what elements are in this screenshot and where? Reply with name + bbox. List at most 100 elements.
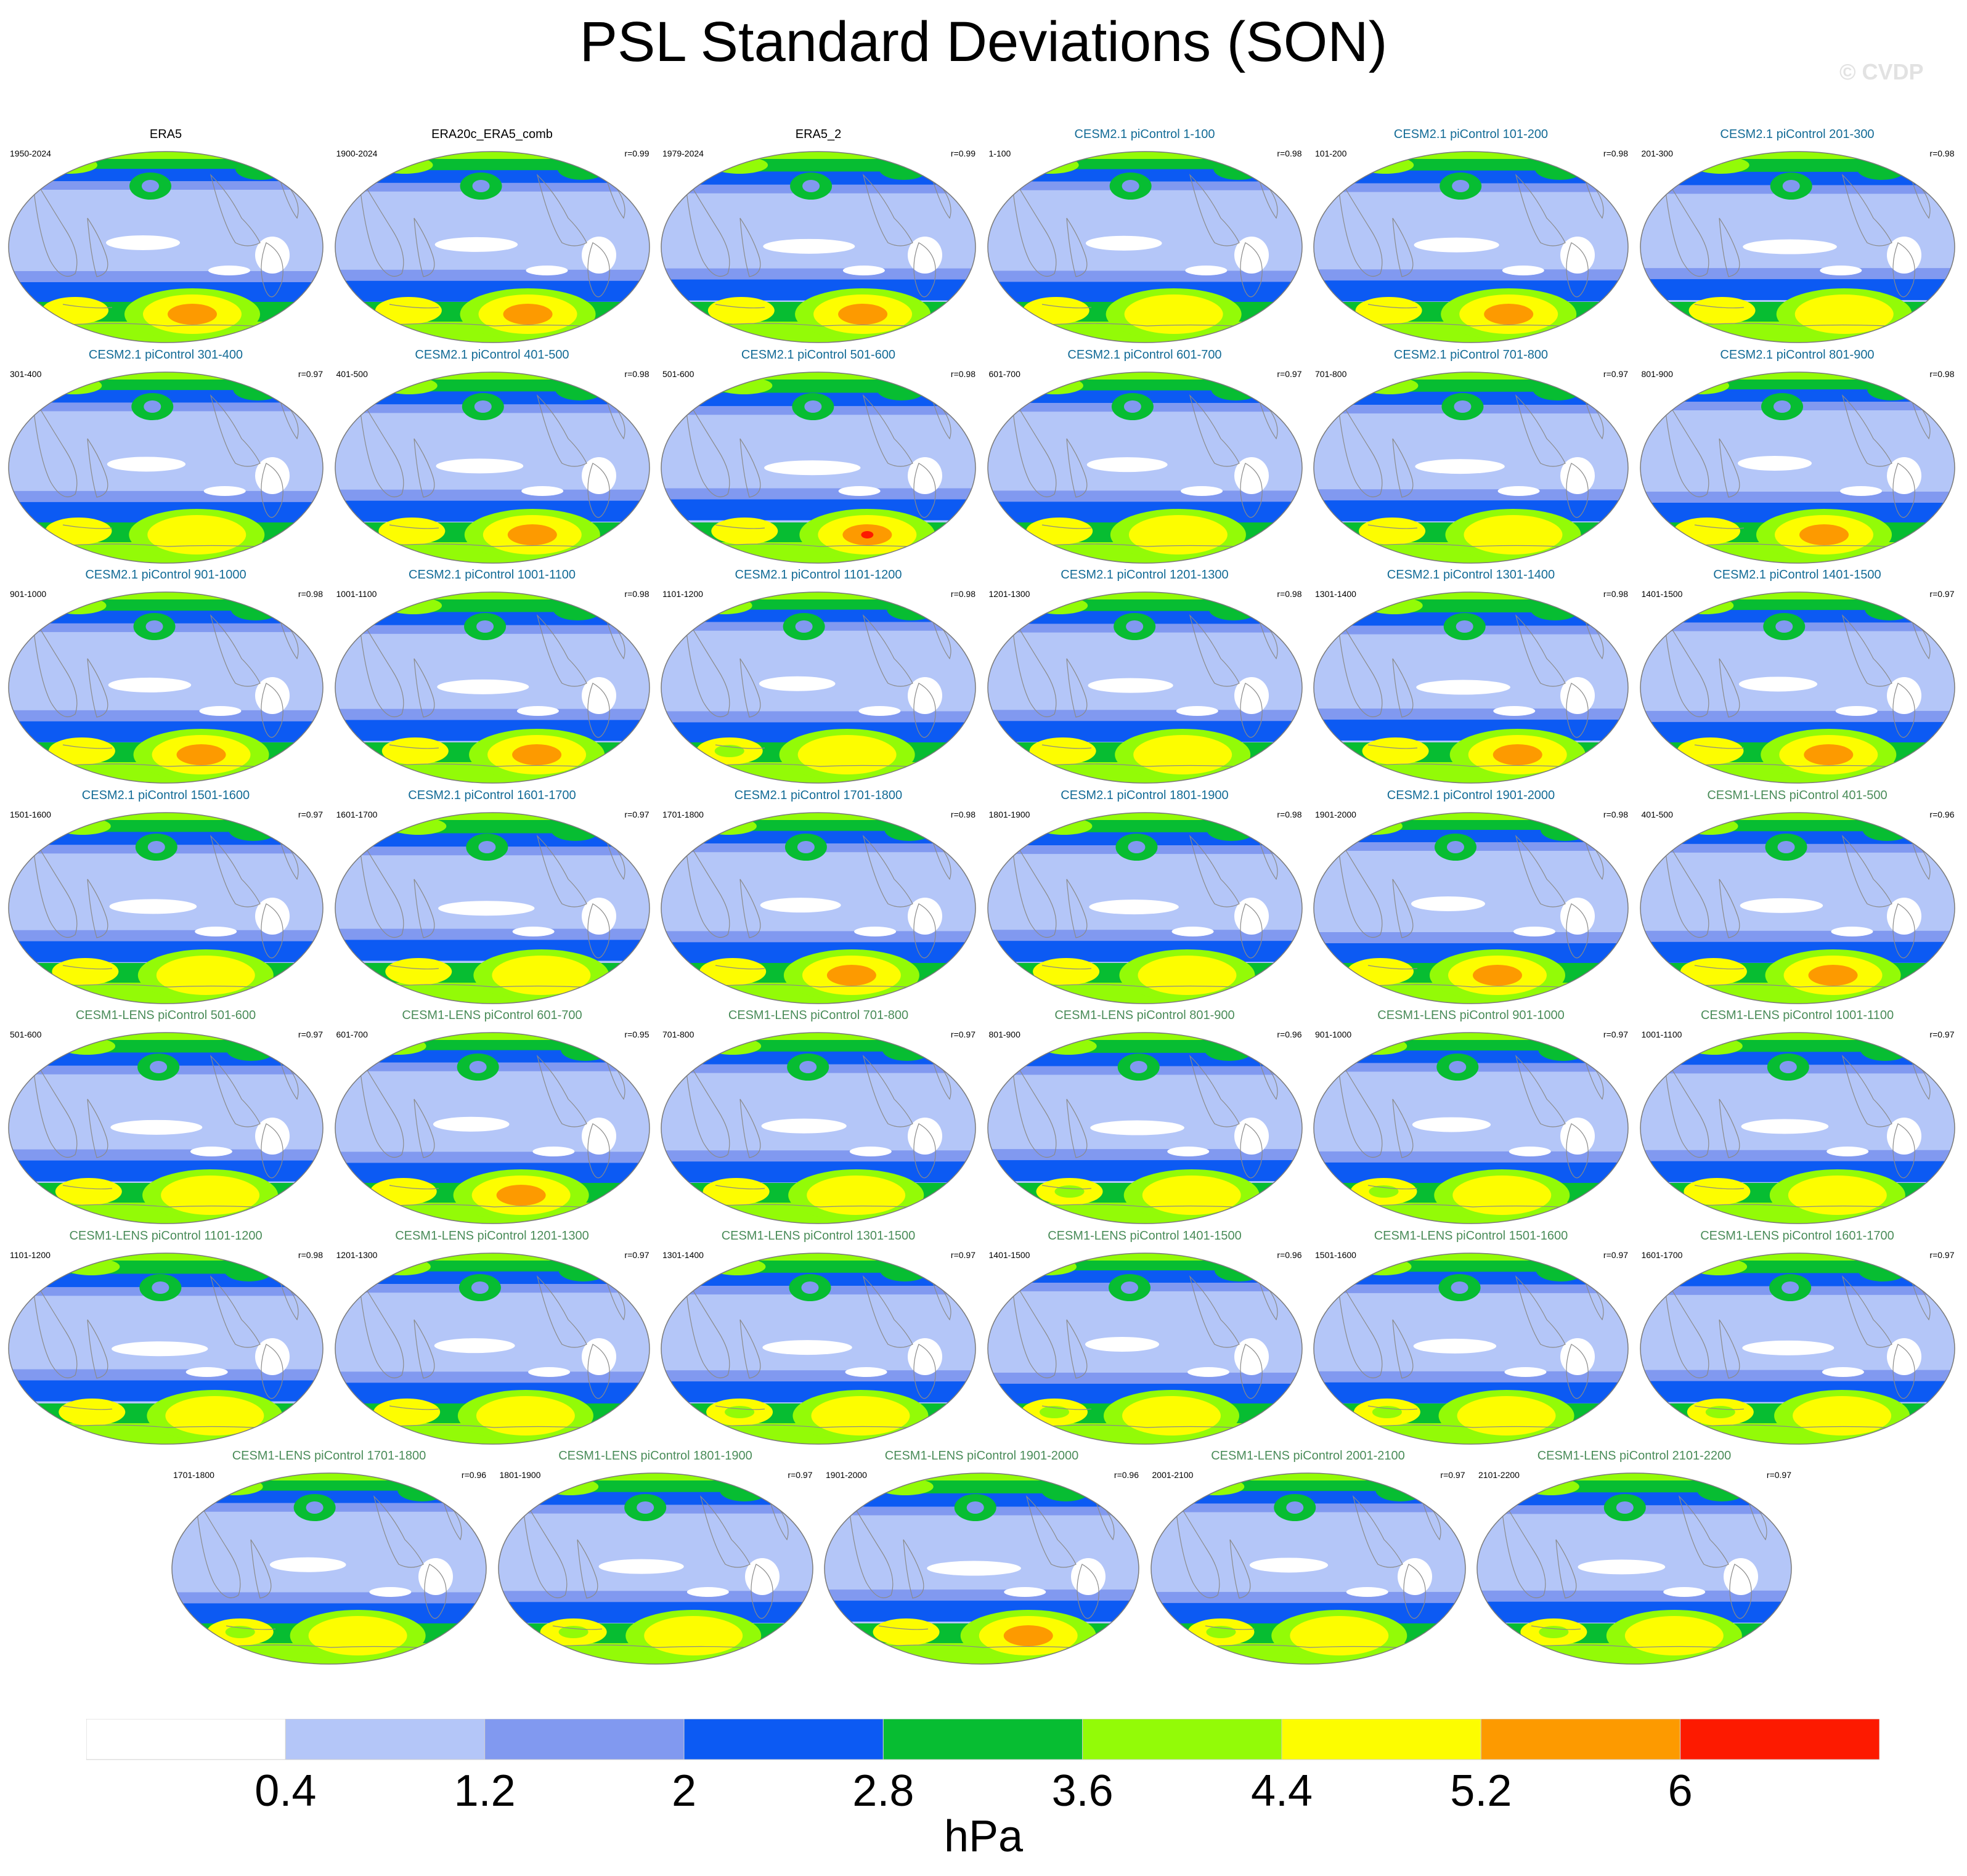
panel-title: CESM1-LENS piControl 701-800	[728, 1009, 909, 1022]
panel-title: CESM2.1 piControl 1401-1500	[1713, 568, 1881, 582]
panel-correlation: r=0.96	[461, 1470, 486, 1480]
panel-years: 901-1000	[10, 589, 47, 599]
panel-correlation: r=0.97	[1603, 1029, 1628, 1039]
panel-years: 1001-1100	[1641, 1029, 1682, 1039]
psl-std-map	[334, 811, 650, 1004]
map-panel: CESM2.1 piControl 301-400 301-400 r=0.97	[7, 338, 324, 564]
panel-title: CESM2.1 piControl 1501-1600	[81, 788, 250, 802]
panel-correlation: r=0.97	[1603, 368, 1628, 379]
panel-title: ERA5	[149, 128, 182, 141]
colorbar-swatch	[86, 1719, 286, 1760]
watermark: © CVDP	[1839, 59, 1924, 84]
psl-std-map	[1313, 811, 1629, 1004]
panel-years: 1901-2000	[826, 1470, 867, 1480]
panel-correlation: r=0.98	[1603, 589, 1628, 599]
map-panel: CESM1-LENS piControl 1701-1800 1701-1800 r…	[171, 1439, 487, 1665]
psl-std-map	[334, 591, 650, 784]
psl-std-map	[661, 811, 976, 1004]
colorbar-swatch	[683, 1719, 884, 1760]
psl-std-map	[1639, 371, 1955, 564]
panel-title: CESM2.1 piControl 701-800	[1393, 347, 1549, 362]
panel-years: 1401-1500	[988, 1249, 1030, 1260]
panel-title: CESM2.1 piControl 501-600	[741, 347, 896, 362]
map-panel: ERA5_2 1979-2024 r=0.99	[660, 117, 977, 344]
panel-years: 701-800	[662, 1029, 694, 1039]
psl-std-map	[1313, 371, 1629, 564]
map-panel: CESM2.1 piControl 401-500 401-500 r=0.98	[334, 338, 651, 564]
map-panel: CESM1-LENS piControl 401-500 401-500 r=0.9…	[1639, 778, 1956, 1005]
colorbar-swatch	[1082, 1719, 1282, 1760]
panel-correlation: r=0.98	[298, 1249, 323, 1260]
map-panel: CESM1-LENS piControl 701-800 701-800 r=0.9…	[660, 998, 977, 1225]
psl-std-map	[1476, 1472, 1792, 1665]
map-panel: CESM1-LENS piControl 1401-1500 1401-1500 r…	[987, 1219, 1303, 1445]
panel-years: 201-300	[1641, 148, 1673, 158]
panel-title: CESM1-LENS piControl 1901-2000	[884, 1449, 1079, 1463]
panel-years: 1301-1400	[662, 1249, 704, 1260]
panel-title: CESM2.1 piControl 1701-1800	[734, 788, 903, 802]
map-panel: CESM2.1 piControl 701-800 701-800 r=0.97	[1313, 338, 1629, 564]
map-panel: CESM1-LENS piControl 1101-1200 1101-1200 r…	[7, 1219, 324, 1445]
map-panel: CESM2.1 piControl 1201-1300 1201-1300 r=0.…	[987, 558, 1303, 784]
colorbar-tick-label: 6	[1668, 1766, 1693, 1816]
panel-years: 301-400	[10, 368, 42, 379]
psl-std-map	[1150, 1472, 1466, 1665]
panel-title: CESM2.1 piControl 1101-1200	[735, 568, 902, 582]
panel-years: 601-700	[336, 1029, 368, 1039]
psl-std-map	[987, 151, 1303, 343]
map-panel: CESM2.1 piControl 1001-1100 1001-1100 r=0.…	[334, 558, 651, 784]
panel-years: 2101-2200	[1478, 1470, 1520, 1480]
panel-correlation: r=0.97	[624, 809, 650, 819]
map-panel: CESM2.1 piControl 601-700 601-700 r=0.97	[987, 338, 1303, 564]
map-panel: CESM2.1 piControl 1101-1200 1101-1200 r=0.…	[660, 558, 977, 784]
panel-title: CESM1-LENS piControl 1401-1500	[1048, 1228, 1242, 1243]
psl-std-map	[1639, 151, 1955, 343]
panel-years: 801-900	[988, 1029, 1020, 1039]
panel-years: 1001-1100	[336, 589, 377, 599]
panel-title: CESM2.1 piControl 801-900	[1720, 347, 1875, 362]
psl-std-map	[661, 1032, 976, 1224]
panel-correlation: r=0.97	[1440, 1470, 1465, 1480]
panel-correlation: r=0.97	[950, 1029, 975, 1039]
panel-correlation: r=0.97	[624, 1249, 650, 1260]
psl-std-map	[8, 151, 324, 343]
panel-correlation: r=0.98	[1929, 368, 1955, 379]
colorbar-tick-label: 0.4	[255, 1766, 317, 1816]
panel-title: CESM1-LENS piControl 1001-1100	[1700, 1009, 1894, 1022]
page-title: PSL Standard Deviations (SON)	[579, 10, 1388, 73]
colorbar-swatch	[1480, 1719, 1681, 1760]
colorbar-tick-label: 1.2	[454, 1766, 516, 1816]
map-panel: ERA5 1950-2024	[7, 117, 324, 344]
map-panel: CESM1-LENS piControl 1501-1600 1501-1600 r…	[1313, 1219, 1629, 1445]
panel-years: 401-500	[1641, 809, 1673, 819]
panel-years: 1-100	[988, 148, 1011, 158]
colorbar-swatch	[882, 1719, 1083, 1760]
panel-years: 701-800	[1315, 368, 1347, 379]
map-panel: CESM2.1 piControl 901-1000 901-1000 r=0.98	[7, 558, 324, 784]
panel-title: CESM1-LENS piControl 1701-1800	[232, 1449, 426, 1463]
panel-years: 1501-1600	[1315, 1249, 1356, 1260]
map-panel: CESM1-LENS piControl 1201-1300 1201-1300 r…	[334, 1219, 651, 1445]
panel-title: CESM2.1 piControl 1801-1900	[1061, 788, 1229, 802]
panel-correlation: r=0.98	[950, 368, 975, 379]
panel-title: CESM1-LENS piControl 801-900	[1054, 1009, 1235, 1022]
panel-correlation: r=0.97	[1603, 1249, 1628, 1260]
panel-correlation: r=0.98	[298, 589, 323, 599]
map-panel: CESM1-LENS piControl 1801-1900 1801-1900 r…	[497, 1439, 814, 1665]
panel-correlation: r=0.98	[624, 589, 650, 599]
psl-std-map	[1639, 591, 1955, 784]
panel-correlation: r=0.97	[1929, 589, 1955, 599]
map-panel: CESM1-LENS piControl 1601-1700 1601-1700 r…	[1639, 1219, 1956, 1445]
psl-std-map	[8, 811, 324, 1004]
colorbar-swatch	[1680, 1719, 1879, 1760]
psl-std-map	[1313, 151, 1629, 343]
psl-std-map	[334, 371, 650, 564]
psl-std-map	[171, 1472, 487, 1665]
panel-years: 501-600	[10, 1029, 42, 1039]
panel-correlation: r=0.98	[1277, 589, 1302, 599]
map-panel: CESM1-LENS piControl 1001-1100 1001-1100 r…	[1639, 998, 1956, 1225]
panel-years: 1201-1300	[336, 1249, 378, 1260]
map-panel: CESM2.1 piControl 1801-1900 1801-1900 r=0.…	[987, 778, 1303, 1005]
panel-title: CESM2.1 piControl 301-400	[88, 347, 243, 362]
panel-title: CESM2.1 piControl 1601-1700	[408, 788, 576, 802]
